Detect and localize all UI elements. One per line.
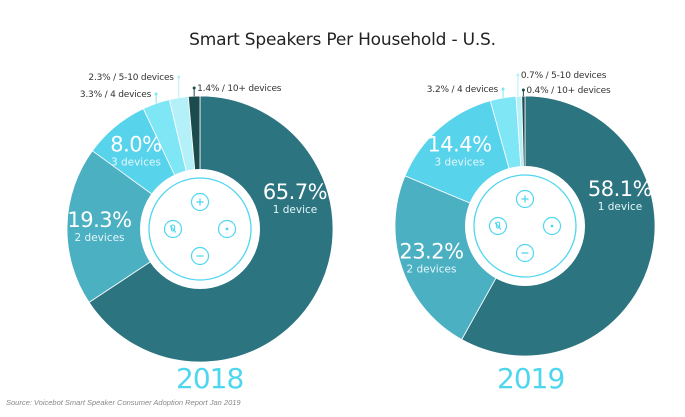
- chart-title: Smart Speakers Per Household - U.S.: [189, 30, 496, 50]
- slice-sub-label: 3 devices: [435, 157, 485, 169]
- donut-2019: 58.1%1 device 23.2%2 devices 14.4%3 device…: [394, 71, 656, 357]
- plus-button-icon: [515, 189, 535, 209]
- minus-button-icon: [515, 243, 535, 263]
- slice-2-devices: [66, 150, 201, 303]
- callout-dot: [501, 87, 505, 91]
- callout-dot: [154, 92, 158, 96]
- slice-sub-label: 1 device: [273, 204, 318, 216]
- mic-off-button-icon: [488, 216, 508, 236]
- callout-dot: [177, 75, 181, 79]
- slice-pct-label: 14.4%: [427, 133, 491, 157]
- year-label-2019: 2019: [497, 362, 565, 395]
- callout-dot: [521, 88, 525, 92]
- slice-pct-label: 58.1%: [588, 177, 652, 201]
- minus-button-icon: [190, 246, 210, 266]
- slice-callout-label: 0.4% / 10+ devices: [526, 86, 611, 96]
- slice-sub-label: 1 device: [598, 201, 643, 213]
- slice-sub-label: 2 devices: [75, 232, 125, 244]
- slice-pct-label: 65.7%: [263, 180, 327, 204]
- slice-sub-label: 3 devices: [111, 157, 161, 169]
- smart-speaker-top-icon: [148, 177, 252, 281]
- action-button-icon: [542, 216, 562, 236]
- donut-hole: [465, 166, 585, 286]
- slice-callout-label: 3.3% / 4 devices: [80, 90, 152, 100]
- slice-sub-label: 2 devices: [406, 263, 456, 275]
- smart-speaker-top-icon: [473, 174, 577, 278]
- slice-callout-label: 3.2% / 4 devices: [427, 85, 499, 95]
- callout-dot: [192, 86, 196, 90]
- source-note: Source: Voicebot Smart Speaker Consumer …: [6, 398, 241, 407]
- slice-pct-label: 23.2%: [399, 239, 463, 263]
- slice-pct-label: 8.0%: [110, 133, 161, 157]
- slice-callout-label: 0.7% / 5-10 devices: [521, 71, 607, 81]
- plus-button-icon: [190, 192, 210, 212]
- action-button-icon: [217, 219, 237, 239]
- donut-hole: [140, 169, 260, 289]
- callout-dot: [516, 73, 520, 77]
- slice-pct-label: 19.3%: [67, 208, 131, 232]
- donut-2018: 65.7%1 device 19.3%2 devices 8.0%3 devices…: [66, 73, 334, 363]
- mic-off-button-icon: [163, 219, 183, 239]
- slice-callout-label: 2.3% / 5-10 devices: [88, 73, 174, 83]
- slice-callout-label: 1.4% / 10+ devices: [197, 84, 282, 94]
- year-label-2018: 2018: [176, 362, 244, 395]
